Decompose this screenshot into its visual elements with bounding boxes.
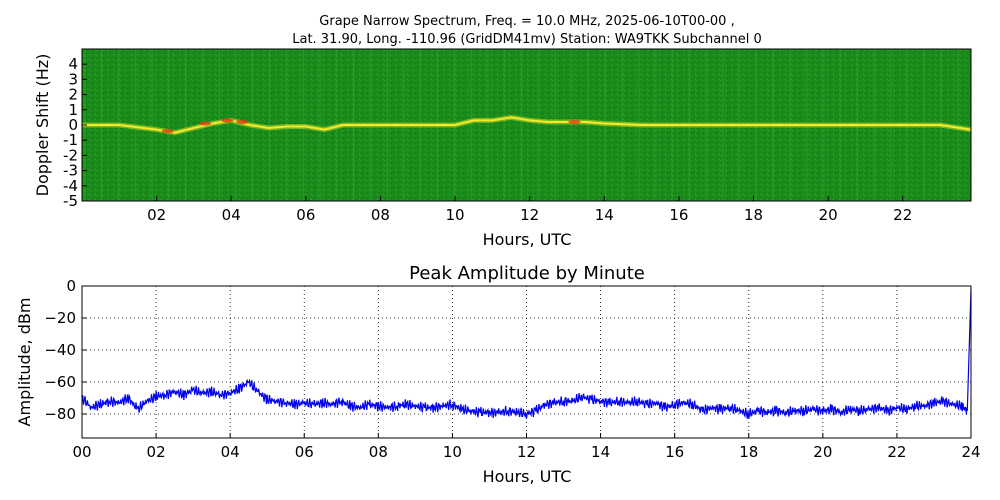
doppler-hotspot [221, 118, 234, 123]
amplitude-x-tick-label: 02 [147, 443, 166, 461]
spectrogram-x-tick-label: 22 [893, 206, 912, 224]
spectrogram-x-tick-label: 06 [296, 206, 315, 224]
spectrogram-stripe [503, 49, 506, 201]
amplitude-x-tick-label: 20 [813, 443, 832, 461]
spectrogram-y-tick-label: -5 [63, 192, 78, 210]
spectrogram-title-line1: Grape Narrow Spectrum, Freq. = 10.0 MHz,… [319, 14, 734, 29]
spectrogram-stripe [486, 49, 489, 201]
amplitude-y-axis-label: Amplitude, dBm [15, 298, 34, 427]
spectrogram-stripe [469, 49, 472, 201]
spectrogram-x-tick-label: 18 [744, 206, 763, 224]
amplitude-y-tick-label: −80 [44, 405, 76, 423]
spectrogram-x-tick-label: 08 [371, 206, 390, 224]
spectrogram-stripe [318, 49, 321, 201]
spectrogram-chart: Grape Narrow Spectrum, Freq. = 10.0 MHz,… [33, 14, 972, 249]
amplitude-x-tick-label: 14 [591, 443, 610, 461]
spectrogram-stripe [167, 49, 170, 201]
amplitude-x-tick-label: 06 [295, 443, 314, 461]
amplitude-x-tick-label: 00 [72, 443, 91, 461]
amplitude-y-tick-label: −60 [44, 373, 76, 391]
amplitude-x-tick-label: 04 [221, 443, 240, 461]
doppler-trace-group [82, 114, 971, 136]
spectrogram-y-tick-label: 4 [68, 55, 78, 73]
doppler-hotspot [199, 121, 212, 126]
amplitude-y-tick-label: 0 [66, 277, 76, 295]
doppler-hotspot [568, 119, 581, 124]
spectrogram-x-axis-label: Hours, UTC [483, 230, 572, 249]
spectrogram-y-axis-label: Doppler Shift (Hz) [33, 54, 52, 197]
spectrogram-y-tick-label: -2 [63, 146, 78, 164]
spectrogram-stripe [218, 49, 221, 201]
spectrogram-x-tick-label: 12 [520, 206, 539, 224]
doppler-hotspot [236, 119, 249, 124]
spectrogram-stripe [302, 49, 305, 201]
spectrogram-stripe [335, 49, 338, 201]
spectrogram-stripe [587, 49, 590, 201]
spectrogram-stripe [134, 49, 137, 201]
amplitude-x-tick-label: 08 [369, 443, 388, 461]
amplitude-title: Peak Amplitude by Minute [409, 263, 645, 284]
spectrogram-stripe [184, 49, 187, 201]
spectrogram-x-tick-label: 10 [446, 206, 465, 224]
spectrogram-stripe [570, 49, 573, 201]
spectrogram-x-tick-label: 04 [222, 206, 241, 224]
spectrogram-stripe [537, 49, 540, 201]
amplitude-chart: Peak Amplitude by Minute 00 02 04 06 08 10 12 1… [15, 263, 981, 486]
spectrogram-stripe [604, 49, 607, 201]
spectrogram-stripe [234, 49, 237, 201]
amplitude-x-ticks: 00 02 04 06 08 10 12 14 16 18 20 22 24 [72, 433, 981, 461]
spectrogram-y-tick-label: 2 [68, 86, 78, 104]
spectrogram-stripe [285, 49, 288, 201]
amplitude-x-tick-label: 22 [887, 443, 906, 461]
spectrogram-y-tick-label: 0 [68, 116, 78, 134]
amplitude-x-tick-label: 12 [517, 443, 536, 461]
spectrogram-y-tick-label: 3 [68, 70, 78, 88]
spectrogram-stripe [151, 49, 154, 201]
spectrogram-x-tick-label: 14 [595, 206, 614, 224]
spectrogram-x-tick-label: 20 [819, 206, 838, 224]
spectrogram-stripe [520, 49, 523, 201]
spectrogram-y-tick-label: 1 [68, 101, 78, 119]
spectrogram-y-tick-label: -4 [63, 177, 78, 195]
amplitude-x-tick-label: 18 [739, 443, 758, 461]
spectrogram-x-tick-label: 02 [147, 206, 166, 224]
doppler-hotspot [161, 129, 174, 134]
spectrogram-title-line2: Lat. 31.90, Long. -110.96 (GridDM41mv) S… [292, 32, 762, 47]
spectrogram-stripe [268, 49, 271, 201]
spectrogram-x-ticks: 02 04 06 08 10 12 14 16 18 20 22 [147, 196, 912, 224]
amplitude-series-line [82, 289, 971, 419]
amplitude-x-tick-label: 24 [961, 443, 980, 461]
amplitude-x-tick-label: 10 [443, 443, 462, 461]
spectrogram-y-tick-label: -1 [63, 131, 78, 149]
amplitude-y-tick-label: −40 [44, 341, 76, 359]
amplitude-x-axis-label: Hours, UTC [483, 467, 572, 486]
spectrogram-stripe [553, 49, 556, 201]
amplitude-y-ticks: 0 −20 −40 −60 −80 [44, 277, 87, 423]
amplitude-y-tick-label: −20 [44, 309, 76, 327]
amplitude-x-tick-label: 16 [665, 443, 684, 461]
spectrogram-x-tick-label: 16 [669, 206, 688, 224]
spectrogram-y-tick-label: -3 [63, 162, 78, 180]
spectrogram-stripe [956, 49, 959, 201]
